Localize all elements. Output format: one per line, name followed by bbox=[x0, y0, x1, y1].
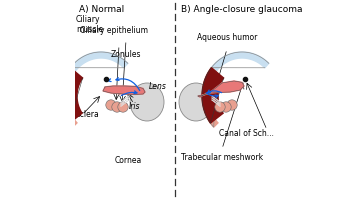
FancyArrowPatch shape bbox=[206, 93, 218, 98]
Circle shape bbox=[227, 100, 237, 110]
Text: Sclera: Sclera bbox=[76, 110, 100, 119]
Text: Canal of Sch...: Canal of Sch... bbox=[219, 129, 274, 138]
Ellipse shape bbox=[179, 83, 213, 121]
Polygon shape bbox=[202, 68, 224, 123]
Text: Lens: Lens bbox=[149, 82, 167, 91]
Circle shape bbox=[215, 102, 225, 112]
FancyArrowPatch shape bbox=[208, 90, 222, 93]
Text: B) Angle-closure glaucoma: B) Angle-closure glaucoma bbox=[181, 5, 302, 14]
Text: Aqueous humor: Aqueous humor bbox=[197, 33, 257, 42]
Polygon shape bbox=[70, 52, 128, 72]
Polygon shape bbox=[202, 68, 218, 127]
Polygon shape bbox=[211, 52, 269, 72]
Text: A) Normal: A) Normal bbox=[79, 5, 124, 14]
Text: Zonules: Zonules bbox=[111, 50, 141, 59]
Polygon shape bbox=[103, 86, 145, 94]
Ellipse shape bbox=[130, 83, 164, 121]
Polygon shape bbox=[198, 81, 244, 97]
Polygon shape bbox=[61, 68, 83, 123]
Circle shape bbox=[118, 102, 128, 112]
Polygon shape bbox=[61, 68, 77, 127]
Circle shape bbox=[221, 102, 231, 112]
FancyArrowPatch shape bbox=[107, 79, 111, 82]
Text: Cornea: Cornea bbox=[114, 156, 142, 165]
Text: Iris: Iris bbox=[129, 102, 141, 111]
FancyArrowPatch shape bbox=[116, 78, 140, 91]
Text: Trabecular meshwork: Trabecular meshwork bbox=[181, 153, 263, 162]
Circle shape bbox=[106, 100, 116, 110]
Text: Ciliary
muscle: Ciliary muscle bbox=[76, 15, 103, 34]
Circle shape bbox=[112, 102, 122, 112]
Text: Ciliary epithelium: Ciliary epithelium bbox=[80, 26, 148, 35]
FancyArrowPatch shape bbox=[121, 91, 137, 96]
